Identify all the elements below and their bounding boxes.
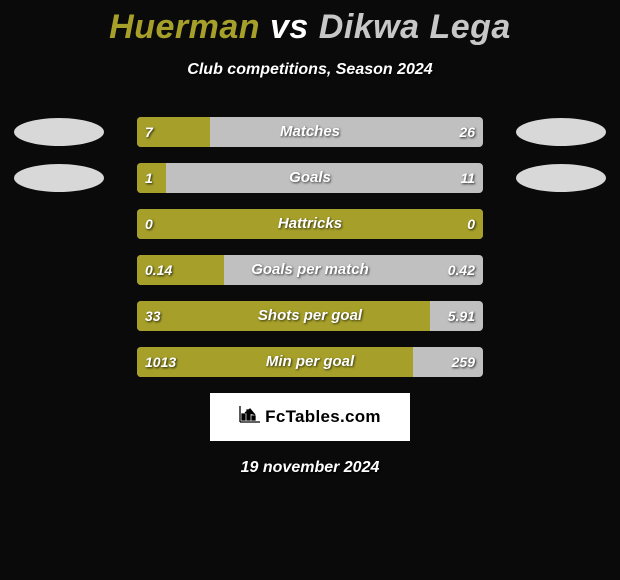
stat-value-right: 5.91 <box>448 301 475 331</box>
stat-row: Goals111 <box>0 163 620 193</box>
stat-bar: Hattricks0 0 <box>137 209 483 239</box>
player1-name: Huerman <box>109 8 260 46</box>
stat-value-left: 1013 <box>145 347 176 377</box>
date-text: 19 november 2024 <box>0 459 620 477</box>
stat-value-right: 0 <box>467 209 475 239</box>
stat-value-right: 0.42 <box>448 255 475 285</box>
stat-label: Min per goal <box>137 347 483 377</box>
comparison-title: Huerman vs Dikwa Lega <box>0 0 620 47</box>
stat-value-right: 259 <box>452 347 475 377</box>
stat-bar: Shots per goal33 5.91 <box>137 301 483 331</box>
logo-text: FcTables.com <box>265 407 381 427</box>
stat-bar: Min per goal1013 259 <box>137 347 483 377</box>
vs-text: vs <box>270 8 309 46</box>
stat-row: Goals per match0.14 0.42 <box>0 255 620 285</box>
chart-icon <box>239 405 261 429</box>
player2-name: Dikwa Lega <box>319 8 511 46</box>
fctables-logo[interactable]: FcTables.com <box>210 393 410 441</box>
stat-value-left: 0.14 <box>145 255 172 285</box>
stat-bar: Matches7 26 <box>137 117 483 147</box>
stat-value-left: 0 <box>145 209 153 239</box>
stat-row: Hattricks0 0 <box>0 209 620 239</box>
comparison-chart: Matches726Goals111Hattricks00Goals per m… <box>0 117 620 377</box>
stat-value-left: 7 <box>145 117 153 147</box>
subtitle: Club competitions, Season 2024 <box>0 61 620 79</box>
stat-row: Shots per goal33 5.91 <box>0 301 620 331</box>
player1-badge <box>14 164 104 192</box>
stat-bar: Goals111 <box>137 163 483 193</box>
stat-row: Matches7 26 <box>0 117 620 147</box>
stat-label: Goals <box>137 163 483 193</box>
player2-badge <box>516 164 606 192</box>
stat-value-left: 1 <box>145 163 153 193</box>
stat-bar: Goals per match0.14 0.42 <box>137 255 483 285</box>
stat-value-left: 33 <box>145 301 161 331</box>
player1-badge <box>14 118 104 146</box>
stat-label: Shots per goal <box>137 301 483 331</box>
stat-value-right: 11 <box>460 163 475 193</box>
stat-label: Hattricks <box>137 209 483 239</box>
stat-label: Matches <box>137 117 483 147</box>
player2-badge <box>516 118 606 146</box>
stat-row: Min per goal1013 259 <box>0 347 620 377</box>
stat-value-right: 26 <box>459 117 475 147</box>
stat-label: Goals per match <box>137 255 483 285</box>
